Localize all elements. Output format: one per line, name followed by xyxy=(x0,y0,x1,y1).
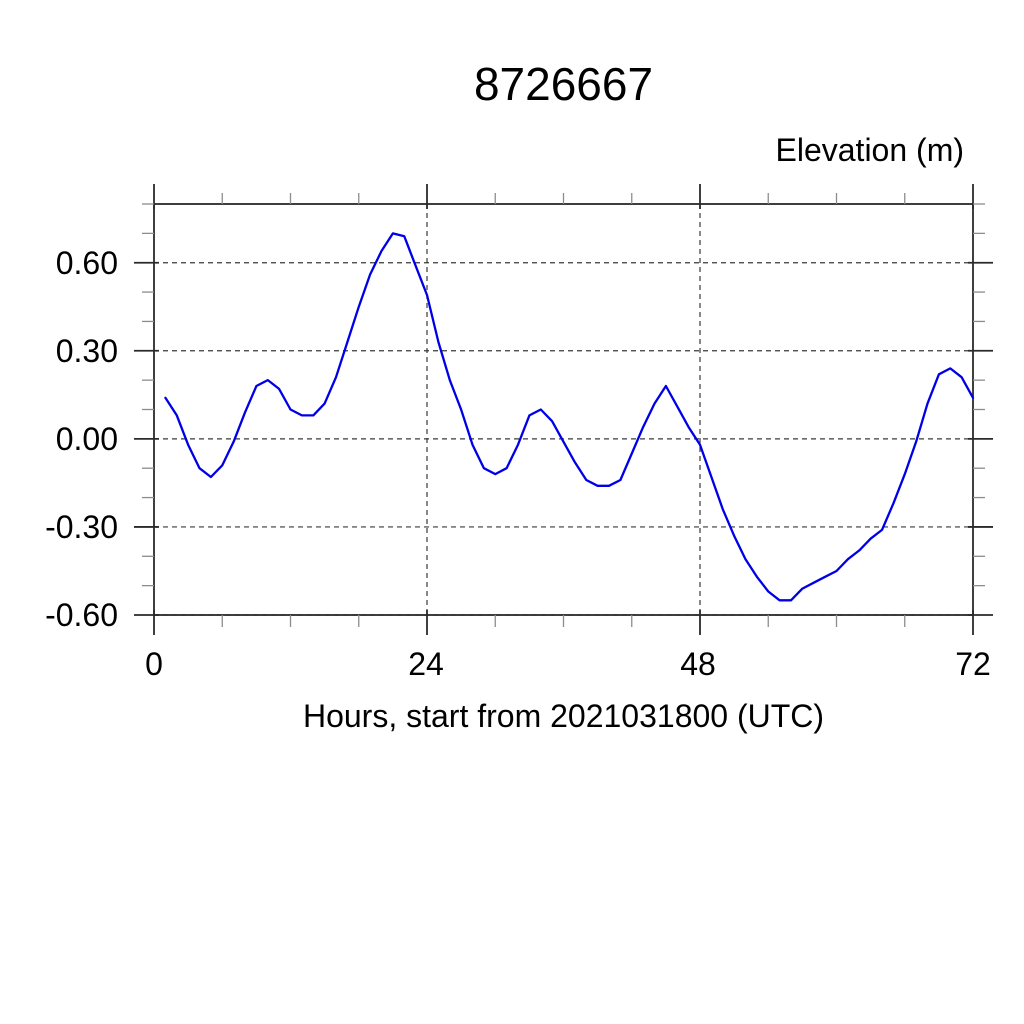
plot-area xyxy=(134,184,993,635)
y-tick-label: 0.00 xyxy=(55,421,118,457)
y-tick-label: -0.60 xyxy=(45,597,118,633)
y-axis-unit-label: Elevation (m) xyxy=(775,132,965,168)
y-tick-label: 0.30 xyxy=(55,333,118,369)
x-tick-label: 72 xyxy=(955,646,991,682)
x-axis-label: Hours, start from 2021031800 (UTC) xyxy=(302,698,825,734)
x-tick-label: 24 xyxy=(408,646,444,682)
y-tick-label: 0.60 xyxy=(55,245,118,281)
chart-title: 8726667 xyxy=(473,58,654,110)
y-tick-label: -0.30 xyxy=(45,509,118,545)
x-tick-label: 0 xyxy=(145,646,163,682)
x-tick-label: 48 xyxy=(680,646,716,682)
